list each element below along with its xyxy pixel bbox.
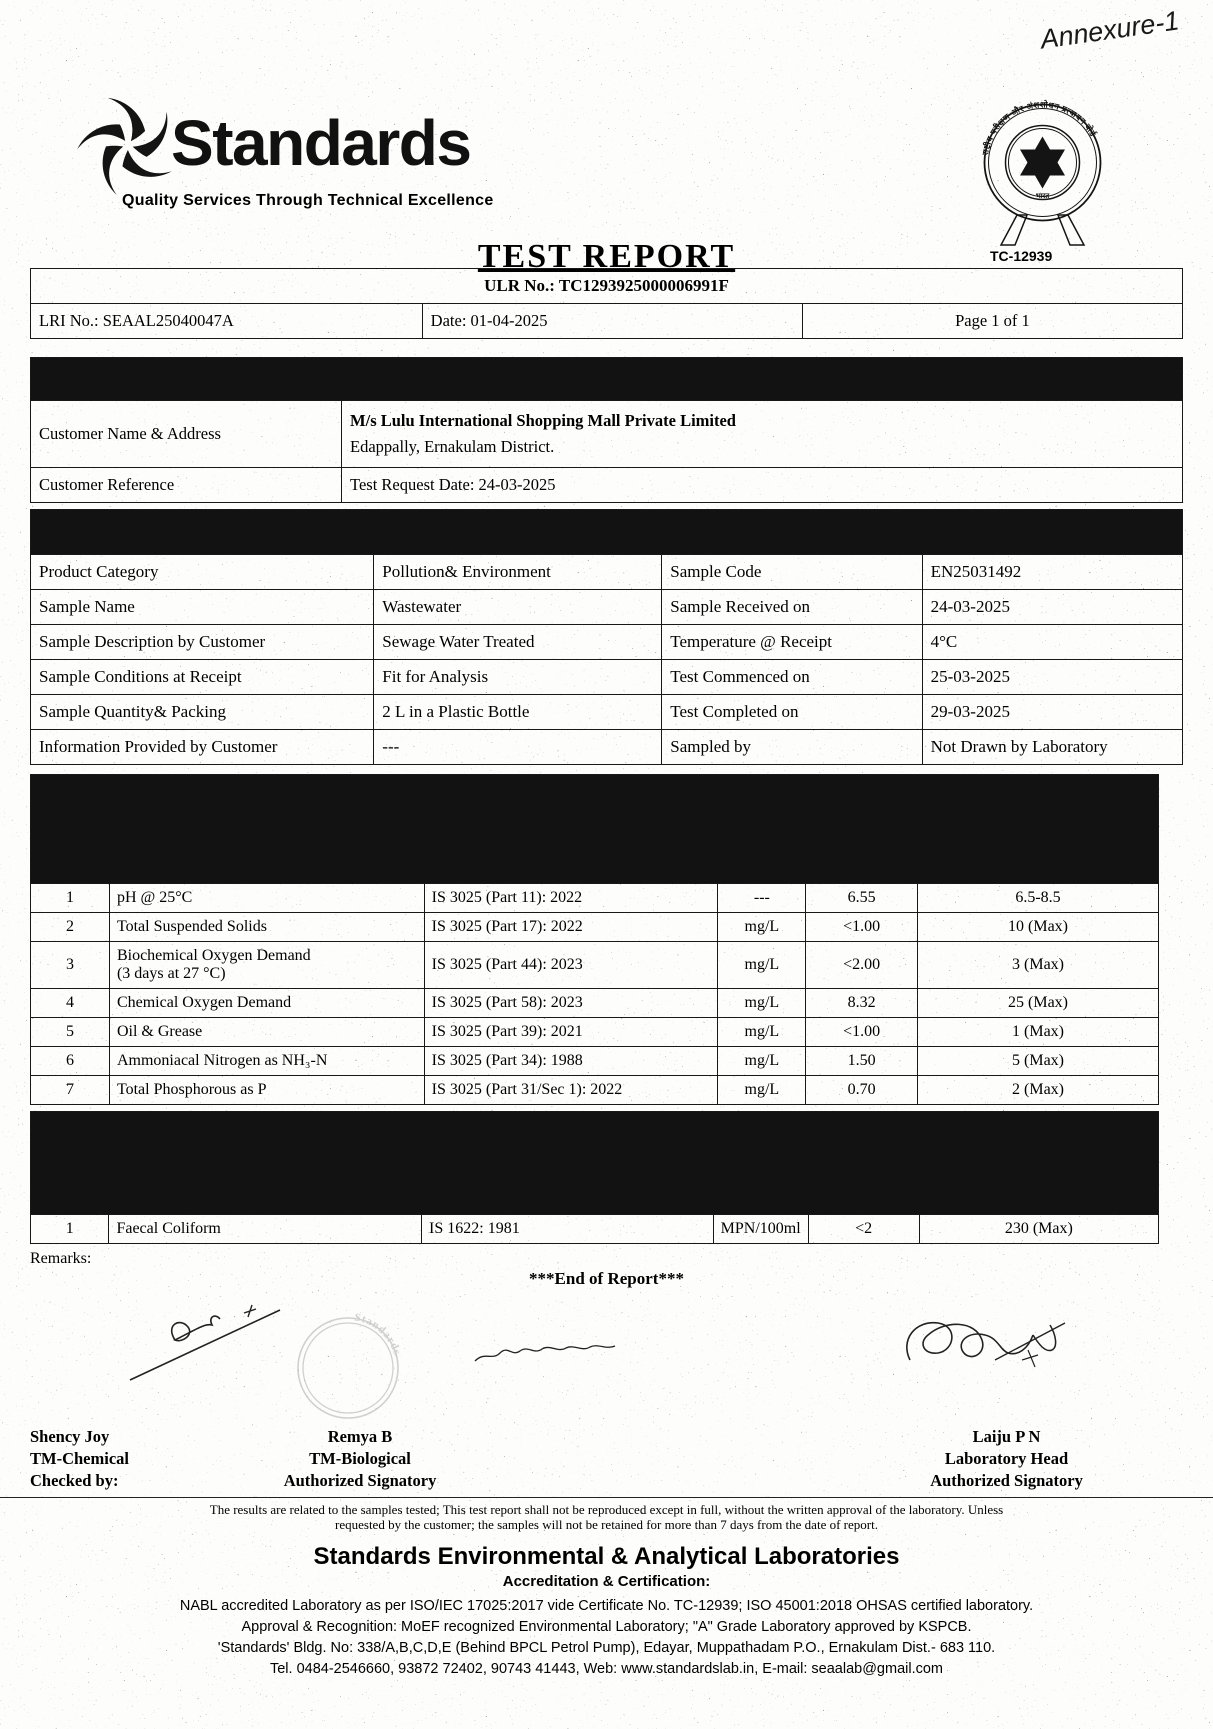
svg-text:Standards: Standards xyxy=(353,1311,403,1357)
svg-text:Standards: Standards xyxy=(171,107,470,179)
svg-text:भारत: भारत xyxy=(1036,192,1051,200)
